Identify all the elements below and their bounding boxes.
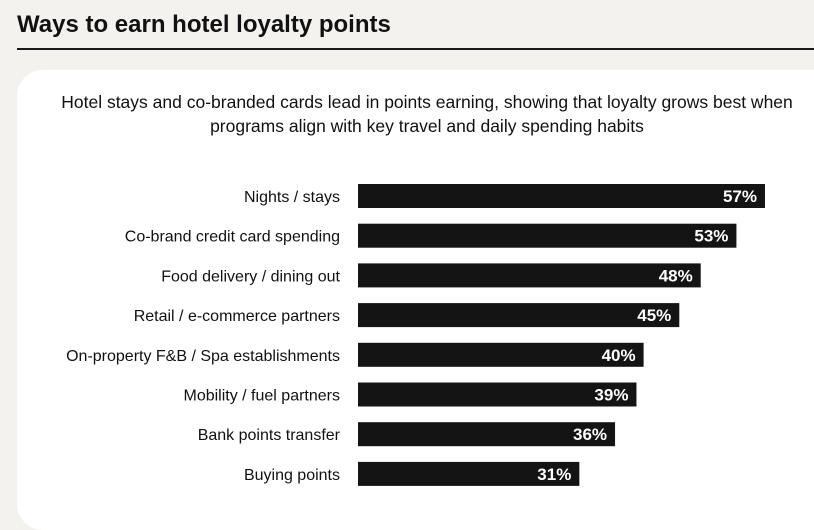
value-label: 45% xyxy=(637,306,671,325)
bar xyxy=(358,382,637,407)
bar xyxy=(358,422,616,447)
value-label: 57% xyxy=(723,187,757,206)
value-label: 48% xyxy=(659,266,693,285)
title-divider xyxy=(17,48,814,50)
page-title: Ways to earn hotel loyalty points xyxy=(17,11,391,38)
category-label: Food delivery / dining out xyxy=(161,268,340,285)
category-label: Retail / e-commerce partners xyxy=(134,308,340,325)
value-label: 36% xyxy=(573,425,607,444)
bar xyxy=(358,223,737,248)
value-label: 31% xyxy=(537,465,571,484)
bar xyxy=(358,342,644,367)
value-label: 40% xyxy=(602,346,636,365)
category-label: Nights / stays xyxy=(244,189,340,206)
category-label: Buying points xyxy=(244,467,340,484)
bar xyxy=(358,461,580,486)
bar xyxy=(358,263,701,288)
category-label: Bank points transfer xyxy=(198,427,341,444)
chart-subtitle: Hotel stays and co-branded cards lead in… xyxy=(61,92,793,136)
value-label: 39% xyxy=(594,386,628,405)
bar-chart: Nights / stays 57% Co-brand credit card sp… xyxy=(66,184,765,486)
bar xyxy=(358,184,765,208)
category-label: Co-brand credit card spending xyxy=(125,229,340,246)
category-label: Mobility / fuel partners xyxy=(183,388,340,405)
chart-card xyxy=(17,70,814,530)
category-label: On-property F&B / Spa establishments xyxy=(66,348,340,365)
value-label: 53% xyxy=(694,227,728,246)
bar xyxy=(358,303,680,328)
